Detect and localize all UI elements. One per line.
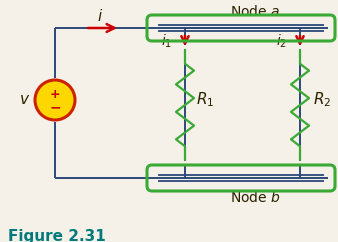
Text: $R_1$: $R_1$: [196, 91, 214, 109]
Text: Figure 2.31: Figure 2.31: [8, 228, 106, 242]
Text: $v$: $v$: [19, 92, 31, 107]
Text: Node $a$: Node $a$: [230, 5, 280, 20]
Text: −: −: [49, 100, 61, 114]
Text: Node $b$: Node $b$: [230, 190, 281, 205]
Circle shape: [35, 80, 75, 120]
Text: $i$: $i$: [97, 8, 103, 24]
Text: +: +: [50, 89, 60, 101]
Text: $R_2$: $R_2$: [313, 91, 331, 109]
Text: $i_2$: $i_2$: [276, 32, 288, 50]
Text: $i_1$: $i_1$: [162, 32, 173, 50]
